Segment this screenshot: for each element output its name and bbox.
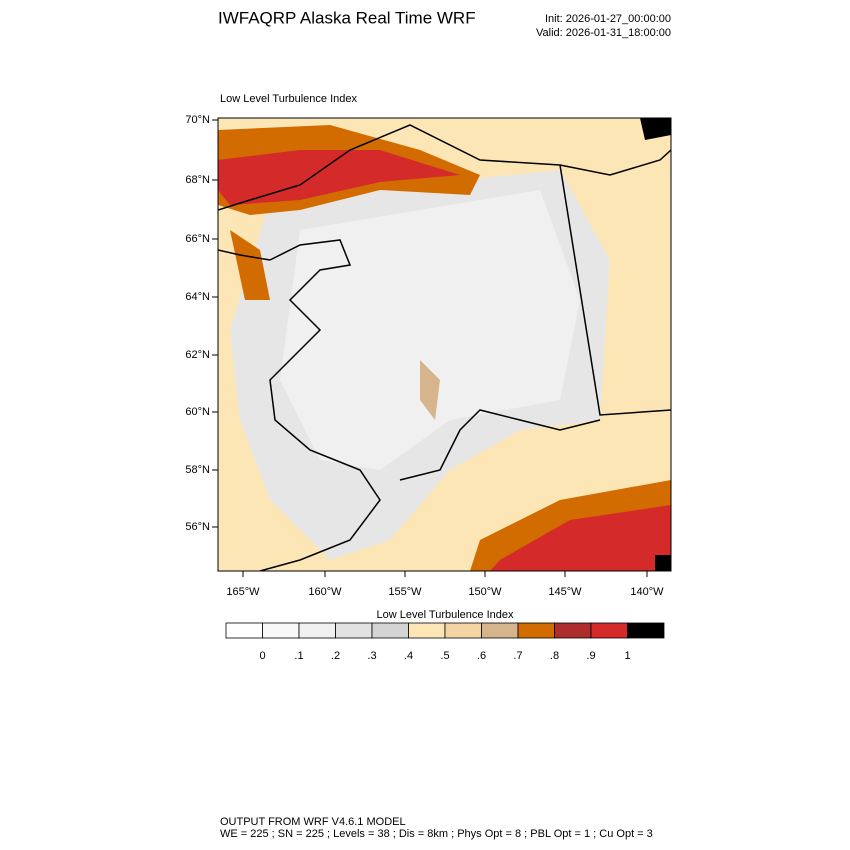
map-title: Low Level Turbulence Index xyxy=(220,93,357,105)
colorbar-box xyxy=(225,622,263,639)
colorbar-box xyxy=(335,622,373,639)
colorbar-box xyxy=(627,622,665,639)
valid-time: Valid: 2026-01-31_18:00:00 xyxy=(536,27,671,39)
lon-label: 140°W xyxy=(630,586,664,598)
colorbar-box xyxy=(481,622,519,639)
init-time: Init: 2026-01-27_00:00:00 xyxy=(545,13,671,25)
colorbar-title: Low Level Turbulence Index xyxy=(377,609,514,621)
colorbar-label: .7 xyxy=(513,650,522,662)
map-frame xyxy=(217,117,672,572)
colorbar-box xyxy=(554,622,592,639)
lon-label: 165°W xyxy=(226,586,260,598)
map-field xyxy=(218,118,671,571)
colorbar-label: .1 xyxy=(294,650,303,662)
colorbar-label: .2 xyxy=(331,650,340,662)
colorbar-box xyxy=(590,622,628,639)
colorbar-box xyxy=(262,622,300,639)
colorbar-box xyxy=(408,622,446,639)
colorbar-label: .9 xyxy=(586,650,595,662)
colorbar-label: .4 xyxy=(404,650,413,662)
footer-line: WE = 225 ; SN = 225 ; Levels = 38 ; Dis … xyxy=(220,828,653,840)
colorbar-box xyxy=(298,622,336,639)
lat-label: 66°N xyxy=(185,233,210,245)
colorbar-label: .3 xyxy=(367,650,376,662)
lat-label: 68°N xyxy=(185,174,210,186)
colorbar-box xyxy=(444,622,482,639)
title: IWFAQRP Alaska Real Time WRF xyxy=(218,8,476,27)
colorbar-box xyxy=(371,622,409,639)
colorbar-label: .8 xyxy=(550,650,559,662)
colorbar-label: 1 xyxy=(624,650,630,662)
lat-label: 58°N xyxy=(185,464,210,476)
lon-label: 150°W xyxy=(468,586,502,598)
footer-line: OUTPUT FROM WRF V4.6.1 MODEL xyxy=(220,816,406,828)
lat-label: 64°N xyxy=(185,291,210,303)
lon-label: 145°W xyxy=(548,586,582,598)
colorbar-label: .5 xyxy=(440,650,449,662)
lat-label: 60°N xyxy=(185,406,210,418)
lat-label: 56°N xyxy=(185,521,210,533)
colorbar-box xyxy=(517,622,555,639)
colorbar-label: .6 xyxy=(477,650,486,662)
lon-label: 155°W xyxy=(388,586,422,598)
lon-label: 160°W xyxy=(308,586,342,598)
colorbar-label: 0 xyxy=(259,650,265,662)
lat-label: 62°N xyxy=(185,349,210,361)
lat-label: 70°N xyxy=(185,114,210,126)
